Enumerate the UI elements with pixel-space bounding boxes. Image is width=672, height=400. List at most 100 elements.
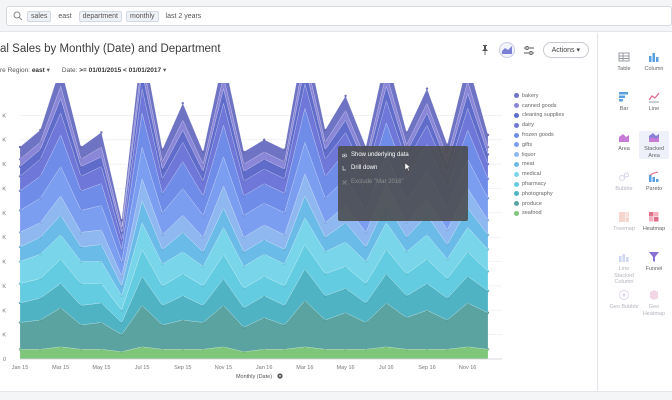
legend-label: meat — [522, 161, 535, 168]
treemap-icon — [619, 212, 629, 222]
stacked-area-icon — [649, 133, 659, 142]
data-point[interactable] — [446, 143, 449, 146]
data-point[interactable] — [100, 131, 103, 134]
chart-type-icon[interactable] — [498, 42, 515, 58]
legend-label: frozen goods — [522, 132, 554, 139]
search-token-period[interactable]: last 2 years — [165, 12, 202, 20]
legend-label: liquor — [522, 151, 536, 158]
settings-sliders-icon[interactable] — [523, 44, 535, 56]
viz-option-geo-bubble[interactable]: Geo Bubble — [609, 289, 639, 311]
bottom-strip — [0, 391, 672, 400]
context-menu: Show underlying data Drill down Exclude … — [338, 146, 468, 221]
caret-down-icon: ▾ — [576, 47, 580, 54]
data-point[interactable] — [79, 145, 83, 149]
legend-item[interactable]: bakery — [514, 91, 564, 101]
legend-item[interactable]: dairy — [514, 120, 564, 130]
x-tick-label: Mar 16 — [296, 365, 313, 371]
legend-item[interactable]: seafood — [514, 209, 564, 219]
region-filter[interactable]: re Region: east ▾ — [0, 66, 50, 74]
data-point[interactable] — [120, 218, 123, 222]
x-tick-label: Jul 16 — [379, 365, 394, 371]
viz-option-line-stacked-column[interactable]: Line Stacked Column — [609, 251, 639, 286]
legend-item[interactable]: frozen goods — [514, 130, 564, 140]
legend-item[interactable]: medical — [514, 169, 564, 179]
viz-option-label: Funnel — [645, 266, 663, 272]
viz-option-funnel[interactable]: Funnel — [639, 251, 669, 273]
menu-item-drill-down[interactable]: Drill down — [351, 165, 378, 171]
data-point[interactable] — [425, 87, 429, 90]
date-filter-value: >= 01/01/2015 < 01/01/2017 — [79, 67, 162, 74]
funnel-icon — [649, 252, 659, 262]
date-filter[interactable]: Date: >= 01/01/2015 < 01/01/2017 ▾ — [62, 66, 166, 74]
menu-item-exclude[interactable]: Exclude "Mar 2016" — [351, 179, 404, 185]
pin-icon[interactable] — [479, 44, 491, 56]
legend-item[interactable]: canned goods — [514, 101, 564, 111]
chart-panel: al Sales by Monthly (Date) and Departmen… — [0, 33, 597, 400]
viz-option-table[interactable]: Table — [609, 51, 639, 73]
search-token-sales[interactable]: sales — [27, 10, 52, 22]
menu-item-show-underlying-data[interactable]: Show underlying data — [351, 152, 409, 158]
viz-option-heatmap[interactable]: Heatmap — [639, 211, 669, 233]
legend-item[interactable]: photography — [514, 189, 564, 199]
viz-option-line[interactable]: Line — [639, 91, 669, 113]
actions-button[interactable]: Actions ▾ — [542, 42, 589, 58]
legend-label: pharmacy — [522, 181, 547, 188]
viz-option-treemap[interactable]: Treemap — [609, 211, 639, 233]
data-point[interactable] — [242, 150, 246, 154]
data-point[interactable] — [323, 128, 327, 132]
y-tick-label: K — [2, 211, 6, 217]
x-axis-label: Monthly (Date) — [236, 374, 272, 380]
data-point[interactable] — [262, 138, 266, 141]
geo-bubble-icon — [619, 290, 629, 300]
viz-option-bubble[interactable]: Bubble — [609, 171, 639, 193]
chart-toolbar: Actions ▾ — [479, 42, 589, 58]
data-point[interactable] — [181, 101, 185, 105]
x-tick-label: Nov 15 — [215, 365, 232, 371]
legend-swatch — [514, 103, 519, 109]
legend-label: gifts — [522, 141, 533, 148]
search-token-department[interactable]: department — [78, 10, 122, 22]
viz-option-bar[interactable]: Bar — [609, 91, 639, 113]
stacked-area-chart[interactable]: 0 K K K K K K K K K K Jan 15 Mar 15 May 15 Jul 15 Sep 1… — [0, 83, 512, 383]
legend-item[interactable]: produce — [514, 199, 564, 209]
viz-option-pareto[interactable]: Pareto — [639, 171, 669, 193]
heatmap-icon — [649, 212, 659, 222]
data-point[interactable] — [18, 145, 22, 149]
y-tick-label: K — [2, 138, 6, 144]
viz-option-column[interactable]: Column — [639, 51, 669, 73]
chart-legend: bakery canned goods cleaning supplies dairy… — [514, 91, 564, 218]
viz-option-geo-heatmap[interactable]: Geo Heatmap — [639, 289, 669, 317]
legend-swatch — [514, 142, 519, 148]
viz-option-label: Stacked Area — [644, 146, 664, 159]
legend-item[interactable]: liquor — [514, 150, 564, 160]
data-point[interactable] — [405, 131, 408, 134]
actions-label: Actions — [551, 47, 575, 54]
legend-item[interactable]: cleaning supplies — [514, 111, 564, 121]
data-point[interactable] — [283, 148, 286, 151]
legend-label: bakery — [522, 92, 539, 99]
legend-item[interactable]: gifts — [514, 140, 564, 150]
y-tick-label: K — [2, 284, 6, 290]
legend-item[interactable]: meat — [514, 160, 564, 170]
search-token-monthly[interactable]: monthly — [126, 10, 159, 22]
data-point[interactable] — [486, 133, 490, 137]
data-point[interactable] — [161, 148, 164, 151]
data-point[interactable] — [201, 150, 205, 154]
data-point[interactable] — [344, 94, 347, 98]
exclude-icon — [342, 180, 347, 185]
legend-swatch — [514, 132, 519, 138]
viz-option-stacked-area[interactable]: Stacked Area — [639, 131, 669, 159]
column-chart-icon — [649, 53, 659, 62]
y-tick-label: K — [2, 333, 6, 339]
viz-option-area[interactable]: Area — [609, 131, 639, 153]
search-input[interactable]: sales east department monthly last 2 yea… — [6, 6, 672, 26]
legend-item[interactable]: pharmacy — [514, 179, 564, 189]
viz-option-label: Heatmap — [642, 226, 666, 232]
legend-swatch — [514, 112, 519, 118]
chart-filters: re Region: east ▾ Date: >= 01/01/2015 < … — [0, 66, 166, 74]
search-icon — [13, 11, 23, 21]
search-token-east[interactable]: east — [58, 12, 72, 20]
data-point[interactable] — [39, 128, 42, 132]
y-tick-label: K — [2, 235, 6, 241]
viz-option-label: Line — [648, 106, 660, 112]
